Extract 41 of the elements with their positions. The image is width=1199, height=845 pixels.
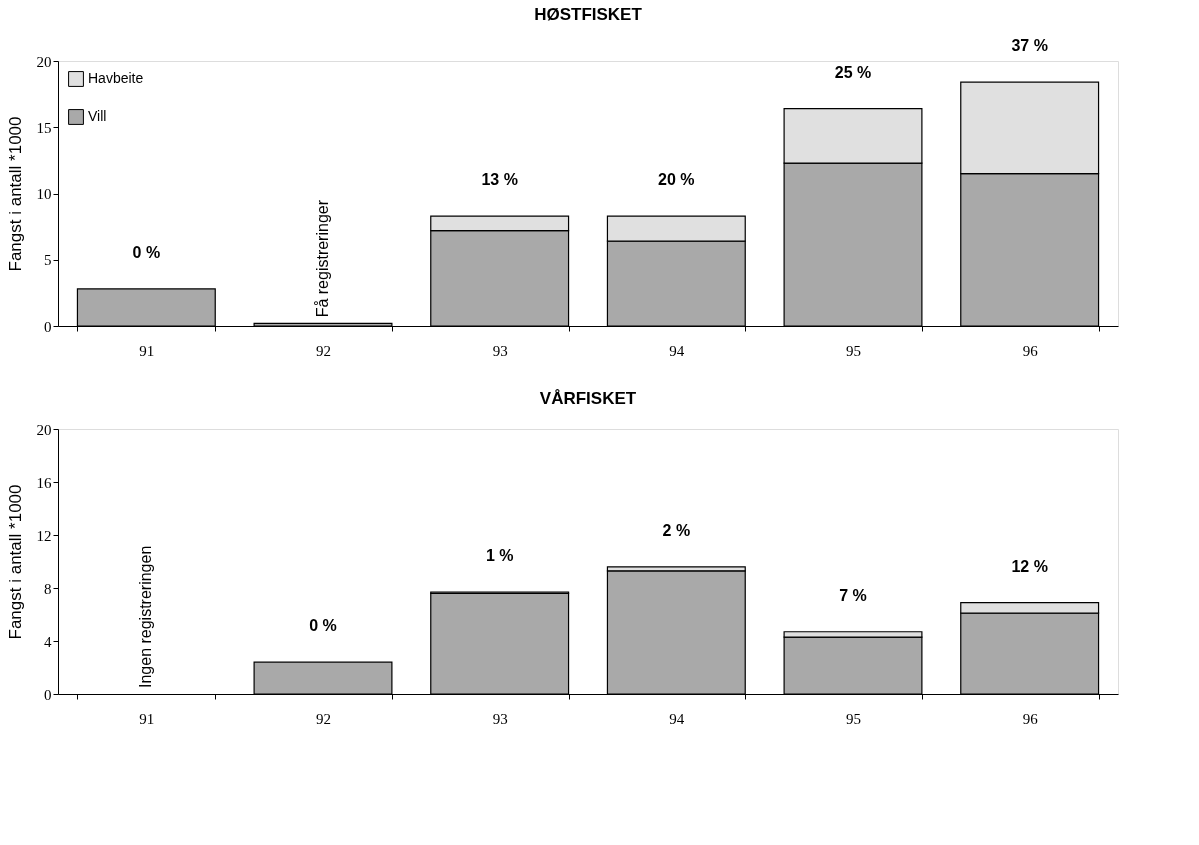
y-axis-title: Fangst i antall *1000 (5, 116, 25, 272)
x-tick-label: 91 (139, 342, 155, 359)
legend-label: Havbeite (88, 70, 144, 86)
annotation: 0 % (309, 617, 337, 635)
x-tick-label: 96 (1022, 342, 1039, 359)
x-tick-label: 93 (492, 342, 508, 359)
annotation: 20 % (658, 171, 695, 189)
x-tick-label: 96 (1022, 710, 1039, 727)
x-tick-label: 94 (669, 342, 685, 359)
y-tick-label: 15 (36, 119, 52, 136)
annotation: 0 % (132, 243, 161, 261)
x-tick-label: 91 (139, 710, 155, 727)
annotation: 2 % (662, 521, 691, 539)
y-tick-label: 20 (36, 421, 52, 438)
y-tick-label: 10 (36, 186, 52, 202)
x-tick-label: 92 (316, 342, 331, 359)
x-tick-label: 95 (846, 342, 861, 359)
annotation: 13 % (481, 171, 518, 189)
x-tick-label: 93 (492, 710, 508, 727)
annotation: Ingen registreringen (137, 545, 155, 688)
legend-label: Vill (88, 108, 107, 124)
y-tick-label: 20 (36, 53, 52, 70)
annotation: 25 % (834, 63, 872, 81)
y-axis-title: Fangst i antall *1000 (5, 484, 25, 640)
annotation: 1 % (485, 546, 514, 564)
y-tick-label: 0 (44, 686, 52, 703)
y-tick-label: 0 (44, 318, 52, 335)
annotation: 12 % (1011, 557, 1048, 575)
chart-title: HØSTFISKET (534, 5, 643, 25)
x-tick-label: 95 (846, 710, 861, 727)
x-tick-label: 94 (669, 710, 685, 727)
y-tick-label: 12 (36, 527, 52, 544)
y-tick-label: 8 (44, 580, 52, 597)
y-tick-label: 4 (44, 633, 52, 650)
x-tick-label: 92 (316, 710, 331, 727)
text: 37 % (1011, 37, 1048, 55)
y-tick-label: 5 (44, 252, 52, 269)
chart-title: VÅRFISKET (539, 389, 637, 408)
annotation: 7 % (839, 586, 867, 604)
y-tick-label: 16 (36, 474, 52, 491)
annotation: Få registreringer (314, 199, 331, 318)
